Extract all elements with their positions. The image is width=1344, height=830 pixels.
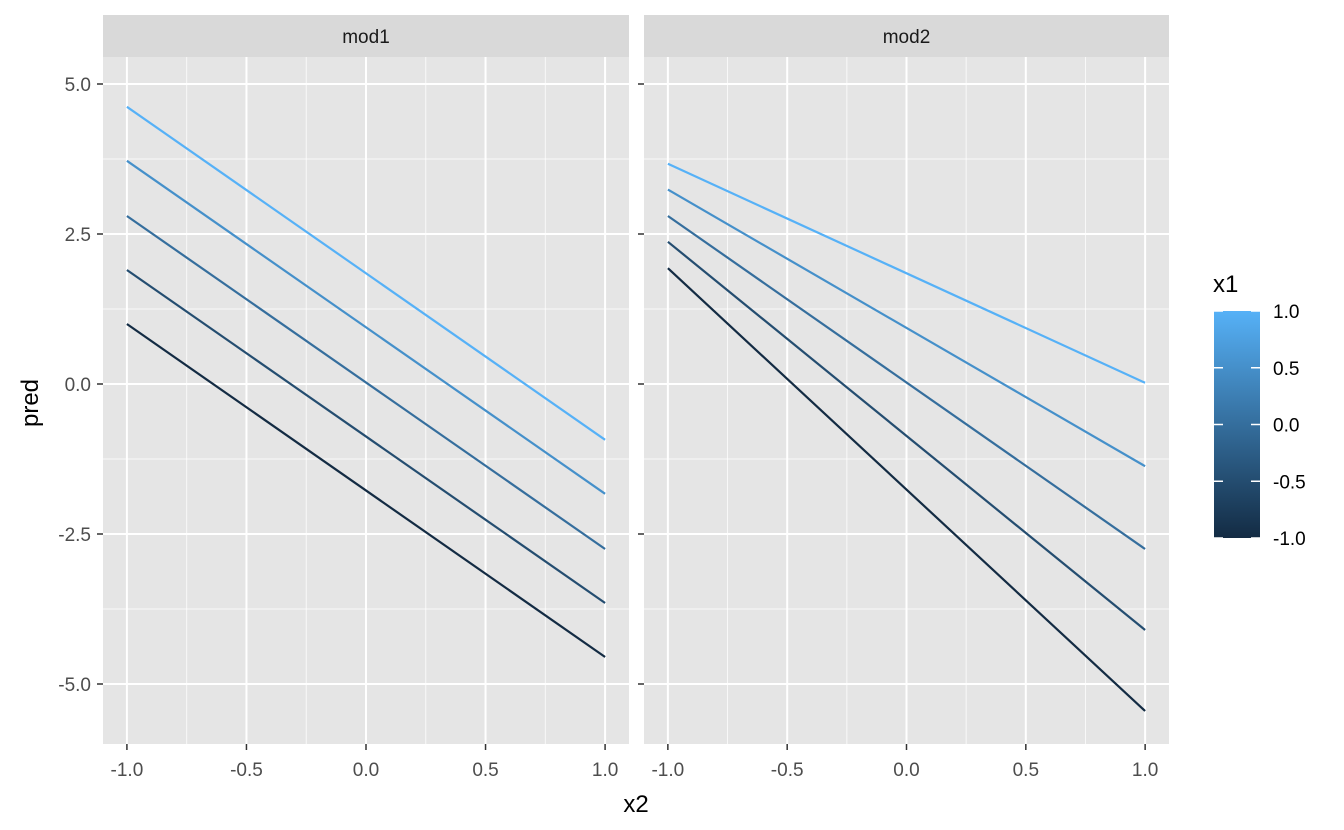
facet-strip xyxy=(103,15,629,57)
y-tick-label: 2.5 xyxy=(65,225,91,246)
y-tick-label: 5.0 xyxy=(65,75,91,96)
y-tick-label: -2.5 xyxy=(58,525,91,546)
series-line xyxy=(667,215,1146,550)
series-line xyxy=(126,105,606,441)
series-line xyxy=(667,188,1146,468)
facet-mod1: mod1 -1.0 -0.5 0.0 0.5 1.0 5.0 2.5 0.0 -2.5 -5.0 xyxy=(58,15,629,781)
series-line xyxy=(667,267,1146,712)
series-line xyxy=(126,159,606,495)
x-tick-label: 0.5 xyxy=(472,760,498,781)
legend-ticks: 1.0 0.5 0.0 -0.5 -1.0 xyxy=(1214,302,1306,550)
facet-strip-label: mod1 xyxy=(342,27,390,48)
facet-mod2: mod2 -1.0 -0.5 0.0 0.5 1.0 xyxy=(638,15,1169,781)
series-line xyxy=(667,240,1146,631)
legend-tick-label: 0.0 xyxy=(1273,416,1299,437)
legend-title: x1 xyxy=(1213,271,1238,298)
facet-layer: mod1-1.0 -0.5 0.0 0.5 1.05.02.50.0-2.5-5.0mo… xyxy=(58,15,1169,781)
y-axis-title: pred xyxy=(17,379,44,427)
series-line xyxy=(126,323,606,658)
legend-tick-label: -1.0 xyxy=(1273,529,1306,550)
x-tick-label: 1.0 xyxy=(592,760,618,781)
x-tick-label: 1.0 xyxy=(1132,760,1158,781)
x-tick-label: 0.5 xyxy=(1013,760,1039,781)
y-tick-label: 0.0 xyxy=(65,375,91,396)
x-tick-label: -0.5 xyxy=(230,760,263,781)
series-line xyxy=(126,269,606,604)
x-tick-label: 0.0 xyxy=(353,760,379,781)
color-legend: x1 1.0 0.5 0.0 -0.5 -1.0 xyxy=(1213,271,1306,550)
facet-strip xyxy=(644,15,1169,57)
facet-strip-label: mod2 xyxy=(883,27,931,48)
x-tick-label: 0.0 xyxy=(893,760,919,781)
x-tick-label: -1.0 xyxy=(111,760,144,781)
legend-tick-label: 1.0 xyxy=(1273,302,1299,323)
x-axis-title: x2 xyxy=(623,791,648,818)
series-line xyxy=(126,215,606,550)
legend-tick-label: 0.5 xyxy=(1273,359,1299,380)
x-tick-label: -1.0 xyxy=(651,760,684,781)
series-line xyxy=(667,162,1146,384)
x-tick-label: -0.5 xyxy=(771,760,804,781)
y-tick-label: -5.0 xyxy=(58,675,91,696)
legend-tick-label: -0.5 xyxy=(1273,472,1306,493)
